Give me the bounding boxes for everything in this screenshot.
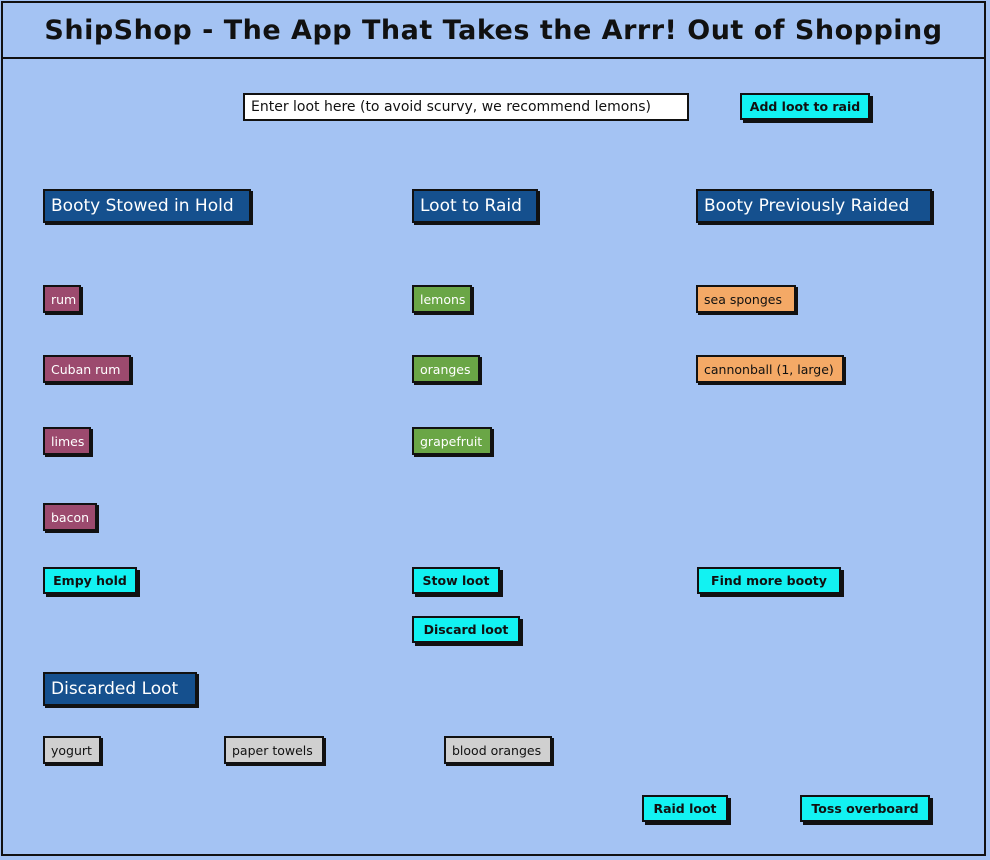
raid-item[interactable]: grapefruit xyxy=(412,427,492,455)
find-more-booty-button[interactable]: Find more booty xyxy=(697,567,841,594)
empty-hold-button[interactable]: Empy hold xyxy=(43,567,137,594)
title-bar: ShipShop - The App That Takes the Arrr! … xyxy=(1,1,986,59)
previous-item[interactable]: sea sponges xyxy=(696,285,796,313)
hold-section-header: Booty Stowed in Hold xyxy=(43,189,251,223)
app-title: ShipShop - The App That Takes the Arrr! … xyxy=(44,14,943,46)
raid-item[interactable]: lemons xyxy=(412,285,472,313)
toss-overboard-button[interactable]: Toss overboard xyxy=(800,795,930,822)
hold-item[interactable]: bacon xyxy=(43,503,97,531)
discarded-item[interactable]: blood oranges xyxy=(444,736,552,764)
previous-item[interactable]: cannonball (1, large) xyxy=(696,355,844,383)
add-loot-to-raid-button[interactable]: Add loot to raid xyxy=(740,93,870,120)
raid-item[interactable]: oranges xyxy=(412,355,480,383)
hold-item[interactable]: limes xyxy=(43,427,91,455)
raid-loot-button[interactable]: Raid loot xyxy=(642,795,728,822)
hold-item[interactable]: Cuban rum xyxy=(43,355,131,383)
discarded-item[interactable]: yogurt xyxy=(43,736,101,764)
raid-section-header: Loot to Raid xyxy=(412,189,538,223)
previous-section-header: Booty Previously Raided xyxy=(696,189,932,223)
loot-input[interactable] xyxy=(243,93,689,121)
stow-loot-button[interactable]: Stow loot xyxy=(412,567,500,594)
hold-item[interactable]: rum xyxy=(43,285,81,313)
discarded-item[interactable]: paper towels xyxy=(224,736,324,764)
discarded-section-header: Discarded Loot xyxy=(43,672,197,706)
discard-loot-button[interactable]: Discard loot xyxy=(412,616,520,643)
